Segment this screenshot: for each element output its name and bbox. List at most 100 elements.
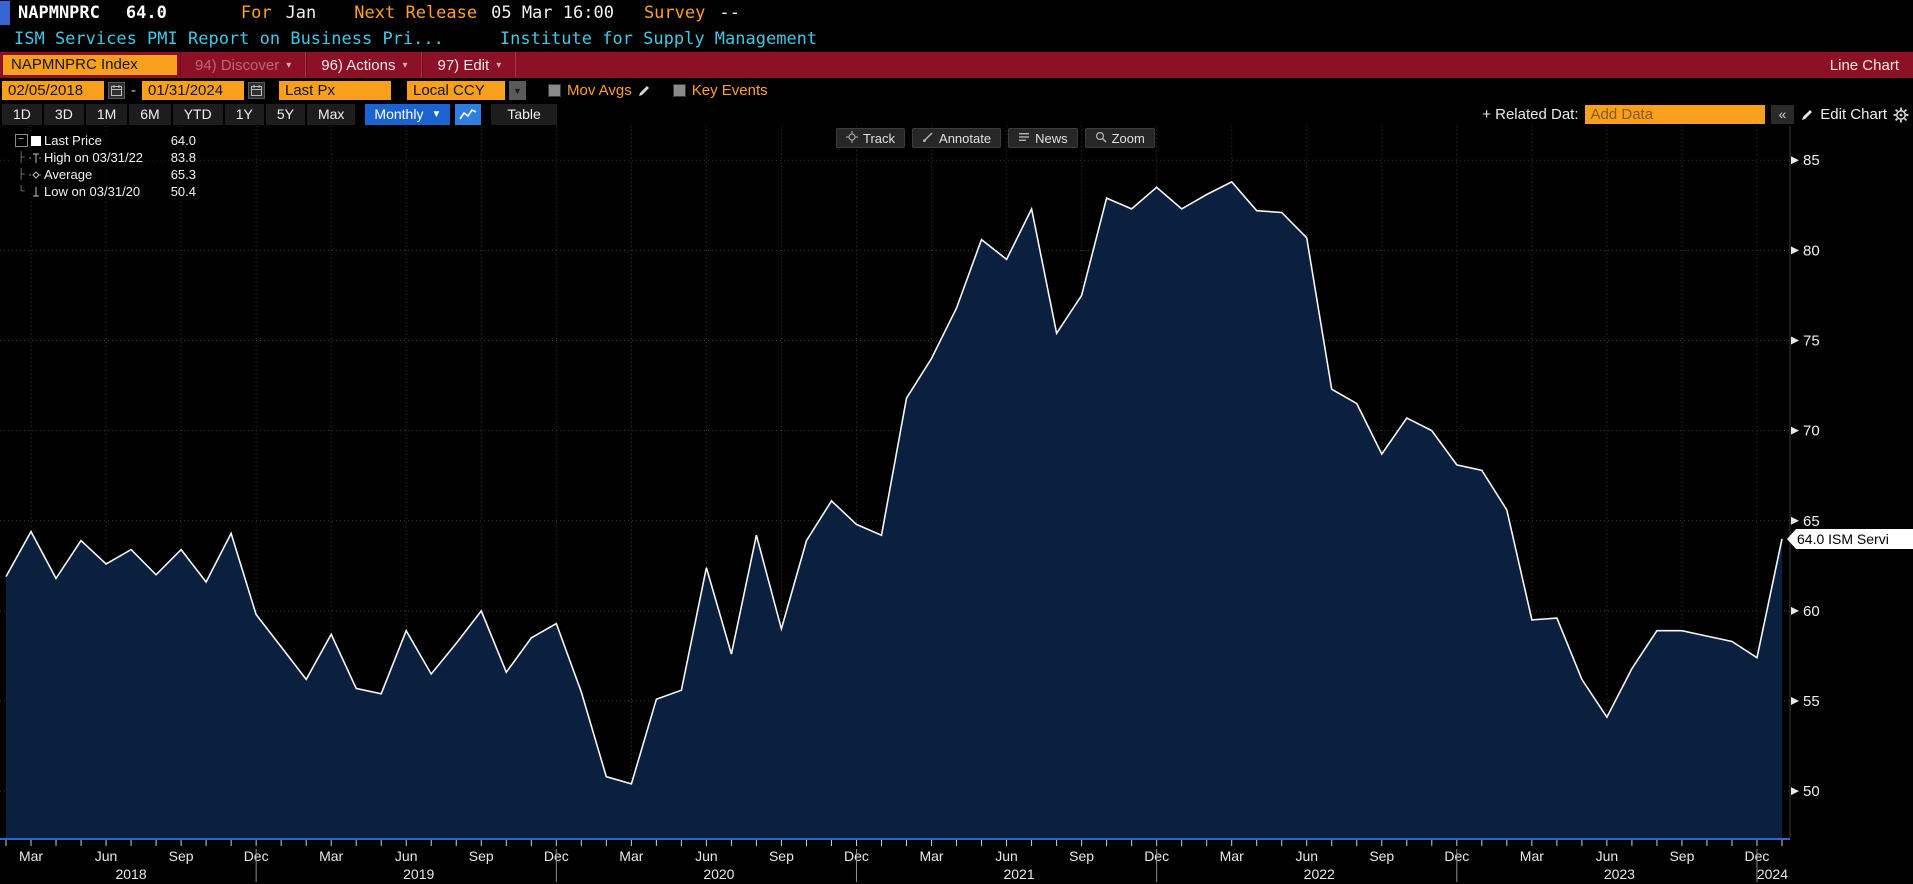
period-button-6m[interactable]: 6M	[129, 104, 171, 125]
x-axis-month-label: Jun	[995, 848, 1018, 864]
track-icon	[846, 130, 858, 146]
add-data-input[interactable]: Add Data	[1584, 105, 1765, 124]
x-axis-year-label: 2022	[1304, 866, 1335, 882]
gear-icon[interactable]	[1893, 107, 1909, 123]
x-axis-month-label: Mar	[1520, 848, 1544, 864]
view-title: Line Chart	[1829, 56, 1899, 74]
chevron-down-icon: ▾	[286, 59, 292, 71]
news-icon	[1018, 131, 1030, 146]
legend-row-high: ├ High on 03/31/22 83.8	[14, 149, 196, 166]
end-date-input[interactable]: 01/31/2024	[142, 81, 244, 100]
start-date-input[interactable]: 02/05/2018	[2, 81, 104, 100]
period-button-5y[interactable]: 5Y	[265, 104, 305, 125]
x-axis-year-label: 2023	[1604, 866, 1635, 882]
discover-menu[interactable]: 94) Discover ▾	[180, 52, 307, 78]
chevron-down-icon: ▼	[431, 109, 442, 120]
chart-region: 50 55 60 65 70 75 80 85 Mar Jun Sep Dec Mar Jun Sep Dec…	[0, 126, 1913, 884]
chart-type-button[interactable]	[455, 104, 482, 125]
period-button-ytd[interactable]: YTD	[172, 104, 223, 125]
tool-label: Track	[863, 130, 896, 146]
zoom-tool-button[interactable]: Zoom	[1084, 128, 1155, 148]
key-events-checkbox[interactable]	[672, 84, 686, 97]
x-axis-month-label: Mar	[1220, 848, 1244, 864]
period-button-1d[interactable]: 1D	[2, 104, 42, 125]
date-separator: -	[131, 82, 136, 99]
header-line-1: NAPMNPRC 64.0 For Jan Next Release 05 Ma…	[0, 0, 1913, 26]
main-toolbar: NAPMNPRC Index 94) Discover ▾ 96) Action…	[0, 52, 1913, 78]
currency-dropdown-button[interactable]: ▼	[509, 81, 526, 100]
calendar-icon	[111, 85, 122, 96]
track-tool-button[interactable]: Track	[836, 128, 906, 148]
period-button-1y[interactable]: 1Y	[224, 104, 264, 125]
mov-avgs-checkbox[interactable]	[548, 84, 561, 97]
legend-collapse-toggle[interactable]: −	[14, 134, 28, 147]
collapse-panel-button[interactable]: «	[1770, 105, 1795, 124]
period-button-3d[interactable]: 3D	[43, 104, 84, 125]
x-axis-month-label: Sep	[1369, 848, 1394, 864]
price-line	[5, 180, 1783, 785]
periods-row: 1D 3D 1M 6M YTD 1Y 5Y Max Monthly ▼ Table + Rel…	[0, 103, 1913, 126]
x-axis-year-label: 2018	[115, 866, 146, 882]
legend-label: High on 03/31/22	[44, 150, 144, 165]
y-axis-label: 80	[1803, 242, 1820, 259]
pencil-icon[interactable]	[637, 84, 651, 98]
chevron-down-icon: ▾	[402, 59, 408, 71]
end-date-calendar-button[interactable]	[248, 82, 265, 99]
legend-row-average: ├ Average 65.3	[14, 166, 196, 183]
x-axis-year-label: 2019	[403, 866, 434, 882]
chart-tools: Track Annotate News Zoom	[836, 128, 1155, 148]
news-tool-button[interactable]: News	[1008, 128, 1078, 148]
legend-value: 65.3	[170, 167, 196, 182]
for-value: Jan	[285, 3, 317, 23]
y-axis-label: 65	[1803, 513, 1820, 530]
y-axis-label: 70	[1803, 423, 1820, 440]
legend-label: Low on 03/31/20	[44, 184, 141, 199]
legend-label: Last Price	[44, 133, 102, 148]
security-description: ISM Services PMI Report on Business Pri.…	[14, 29, 444, 49]
legend-label: Average	[44, 167, 93, 182]
low-marker-icon	[28, 186, 44, 198]
x-axis-month-label: Jun	[695, 848, 718, 864]
actions-menu[interactable]: 96) Actions ▾	[306, 52, 423, 78]
chart-right-tools: + Related Dat: Add Data « Edit Chart	[1482, 105, 1913, 124]
edit-menu[interactable]: 97) Edit ▾	[422, 52, 517, 78]
ticker: NAPMNPRC	[18, 3, 100, 23]
x-axis-year-label: 2020	[703, 866, 734, 882]
legend-value: 50.4	[170, 184, 196, 199]
table-button[interactable]: Table	[491, 104, 557, 125]
security-field[interactable]: NAPMNPRC Index	[3, 55, 177, 75]
start-date-calendar-button[interactable]	[108, 82, 125, 99]
pencil-icon	[1802, 109, 1813, 120]
legend-tree-connector: ├	[17, 169, 25, 180]
period-button-1m[interactable]: 1M	[85, 104, 128, 125]
y-axis-label: 75	[1803, 333, 1820, 350]
edit-chart-button[interactable]: Edit Chart	[1800, 106, 1887, 123]
legend-tree-connector: └	[17, 186, 25, 197]
mov-avgs-group: Mov Avgs	[548, 82, 651, 99]
legend-tree-connector: ├	[17, 152, 25, 163]
key-events-label: Key Events	[691, 82, 768, 99]
y-axis-label: 50	[1803, 783, 1820, 800]
period-button-max[interactable]: Max	[306, 104, 356, 125]
x-axis-month-label: Sep	[169, 848, 194, 864]
y-axis-label: 55	[1803, 693, 1820, 710]
x-axis-month-label: Mar	[319, 848, 343, 864]
price-field-select[interactable]: Last Px	[279, 81, 391, 100]
currency-select[interactable]: Local CCY	[407, 81, 505, 100]
x-axis-month-label: Jun	[395, 848, 418, 864]
tool-label: Annotate	[939, 130, 992, 146]
y-tick-arrow-icon	[1791, 336, 1799, 345]
x-axis-year-label: 2021	[1003, 866, 1034, 882]
x-axis-month-label: Sep	[1069, 848, 1094, 864]
last-value: 64.0	[125, 3, 167, 23]
zoom-icon	[1095, 131, 1107, 146]
y-tick-arrow-icon	[1791, 697, 1799, 706]
x-axis-month-label: Jun	[1295, 848, 1318, 864]
annotate-tool-button[interactable]: Annotate	[912, 128, 1002, 148]
y-tick-arrow-icon	[1791, 787, 1799, 796]
frequency-select[interactable]: Monthly ▼	[365, 104, 451, 125]
y-tick-arrow-icon	[1791, 426, 1799, 435]
high-marker-icon	[28, 152, 44, 164]
mov-avgs-label: Mov Avgs	[567, 82, 632, 99]
